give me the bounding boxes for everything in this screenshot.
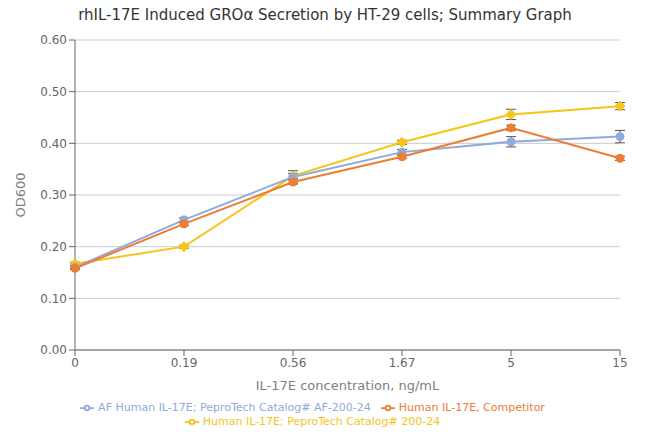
svg-text:5: 5 [507, 356, 515, 370]
svg-text:0.60: 0.60 [40, 33, 67, 47]
svg-text:OD600: OD600 [13, 172, 28, 217]
svg-text:0.56: 0.56 [280, 356, 307, 370]
svg-text:1.67: 1.67 [389, 356, 416, 370]
html-text:Human IL-17E; PeproTech Catalo: Human IL-17E; PeproTech Catalog# 200-24 [202, 415, 441, 428]
svg-text:0.00: 0.00 [40, 343, 67, 357]
html-text:rhIL-17E Induced GROα Secretio: rhIL-17E Induced GROα Secretion by HT-29… [78, 6, 572, 24]
svg-text:15: 15 [612, 356, 627, 370]
svg-text:0.10: 0.10 [40, 292, 67, 306]
html-text:Human IL-17E, Competitor: Human IL-17E, Competitor [398, 401, 545, 414]
html-text:AF Human IL-17E; PeproTech Cat: AF Human IL-17E; PeproTech Catalog# AF-2… [98, 401, 371, 414]
svg-text:0.30: 0.30 [40, 188, 67, 202]
svg-text:0.20: 0.20 [40, 240, 67, 254]
svg-text:0: 0 [71, 356, 79, 370]
svg-text:0.50: 0.50 [40, 85, 67, 99]
svg-text:0.19: 0.19 [171, 356, 198, 370]
svg-text:0.40: 0.40 [40, 137, 67, 151]
svg-text:IL-17E concentration, ng/mL: IL-17E concentration, ng/mL [256, 378, 440, 393]
